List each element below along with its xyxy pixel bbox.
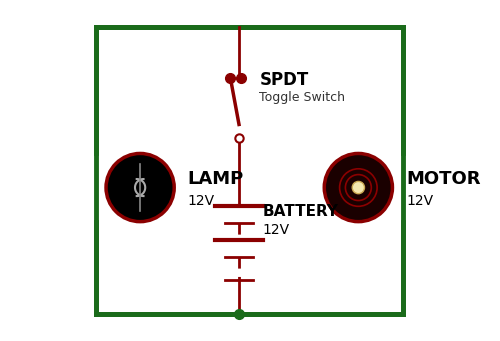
Text: MOTOR: MOTOR	[406, 170, 480, 188]
Text: 12V: 12V	[188, 194, 215, 208]
Text: Toggle Switch: Toggle Switch	[260, 91, 346, 104]
Text: LAMP: LAMP	[188, 170, 244, 188]
Text: 12V: 12V	[406, 194, 433, 208]
Circle shape	[324, 153, 392, 222]
Text: 12V: 12V	[263, 223, 290, 237]
Text: SPDT: SPDT	[260, 71, 308, 89]
Text: BATTERY: BATTERY	[263, 204, 339, 219]
Circle shape	[352, 181, 364, 194]
Circle shape	[106, 153, 174, 222]
